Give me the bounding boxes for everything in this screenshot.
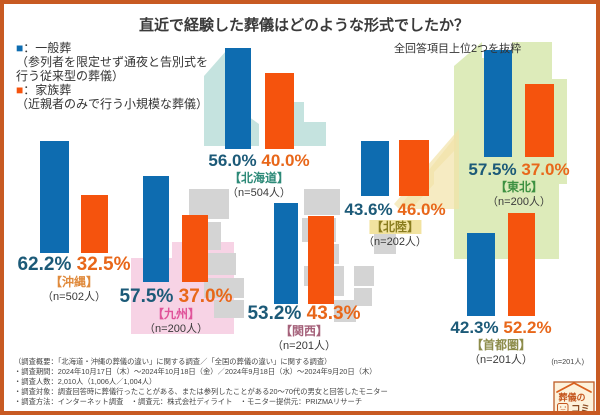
- svg-text:葬儀の: 葬儀の: [558, 392, 585, 403]
- svg-text:コミ: コミ: [571, 404, 590, 411]
